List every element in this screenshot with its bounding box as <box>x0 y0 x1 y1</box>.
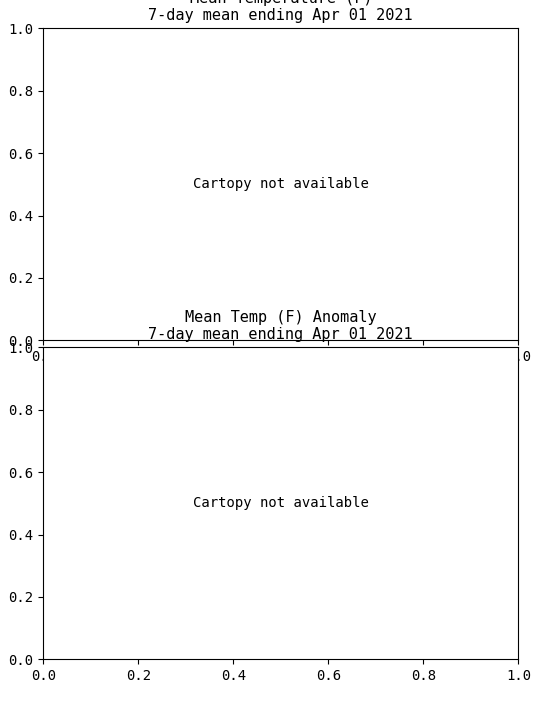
Text: Cartopy not available: Cartopy not available <box>193 177 369 191</box>
Text: Cartopy not available: Cartopy not available <box>193 496 369 510</box>
Title: Mean Temperature (F)
7-day mean ending Apr 01 2021: Mean Temperature (F) 7-day mean ending A… <box>148 0 413 23</box>
Title: Mean Temp (F) Anomaly
7-day mean ending Apr 01 2021: Mean Temp (F) Anomaly 7-day mean ending … <box>148 310 413 342</box>
